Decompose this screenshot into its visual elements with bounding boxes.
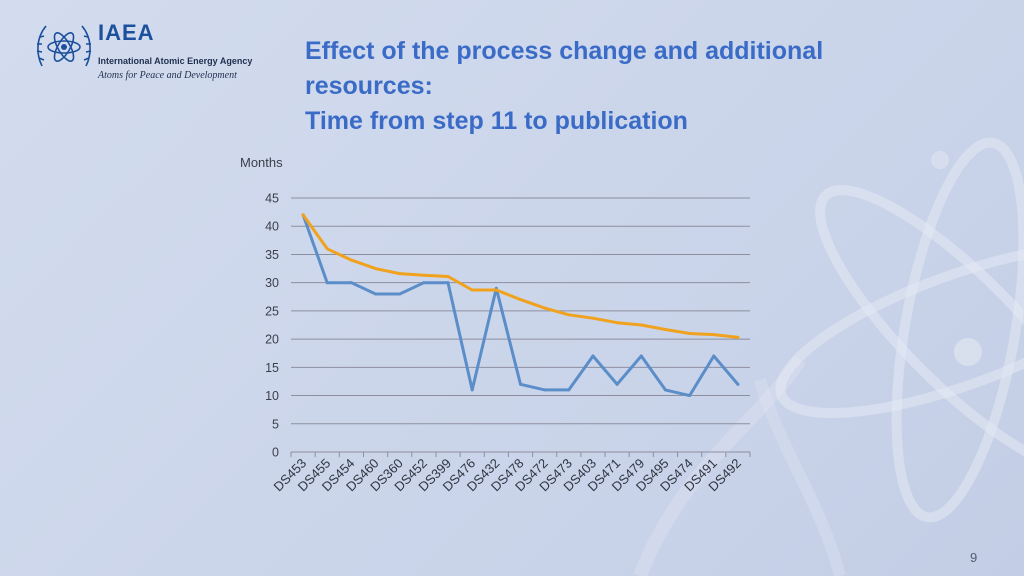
data-point [325,247,329,251]
data-point [494,288,498,292]
data-point [663,328,667,332]
series-line-trend [301,213,740,339]
data-point [301,213,305,217]
data-point [615,382,619,386]
iaea-logo: IAEA International Atomic Energy Agency … [34,18,264,88]
y-tick-label: 20 [265,333,279,347]
data-point [325,281,329,285]
data-point [591,316,595,320]
logo-subtitle: International Atomic Energy Agency [98,56,253,66]
data-point [374,292,378,296]
data-point [567,313,571,317]
data-point [736,335,740,339]
data-point [446,274,450,278]
data-point [398,292,402,296]
data-point [398,272,402,276]
data-point [736,382,740,386]
y-tick-label: 15 [265,361,279,375]
data-point [712,333,716,337]
slide-title-line: Effect of the process change and additio… [305,37,824,65]
y-tick-label: 10 [265,389,279,403]
y-tick-label: 45 [265,192,279,206]
data-point [470,388,474,392]
data-point [446,281,450,285]
data-point [639,354,643,358]
y-axis-label: Months [240,155,283,170]
data-point [374,267,378,271]
slide-title: Effect of the process change and additio… [305,34,945,139]
data-point [422,273,426,277]
y-tick-label: 30 [265,276,279,290]
slide-title-line: resources: [305,72,433,100]
data-point [567,388,571,392]
data-point [543,388,547,392]
data-point [712,354,716,358]
data-point [543,306,547,310]
y-tick-label: 5 [272,417,279,431]
data-point [688,394,692,398]
data-point [615,321,619,325]
y-tick-label: 0 [272,446,279,460]
data-point [639,323,643,327]
y-tick-label: 25 [265,304,279,318]
data-point [663,388,667,392]
logo-tagline: Atoms for Peace and Development [98,70,237,81]
data-point [422,281,426,285]
y-tick-label: 40 [265,220,279,234]
iaea-emblem-icon [36,25,92,67]
page-number: 9 [970,550,978,565]
slide-title-line: Time from step 11 to publication [305,107,688,135]
series-line-actual [301,213,740,398]
data-point [349,258,353,262]
data-point [688,331,692,335]
logo-title: IAEA [98,20,155,45]
data-point [349,281,353,285]
data-point [519,298,522,302]
data-point [591,354,595,358]
data-point [470,288,474,292]
data-point [519,382,522,386]
y-tick-label: 35 [265,248,279,262]
